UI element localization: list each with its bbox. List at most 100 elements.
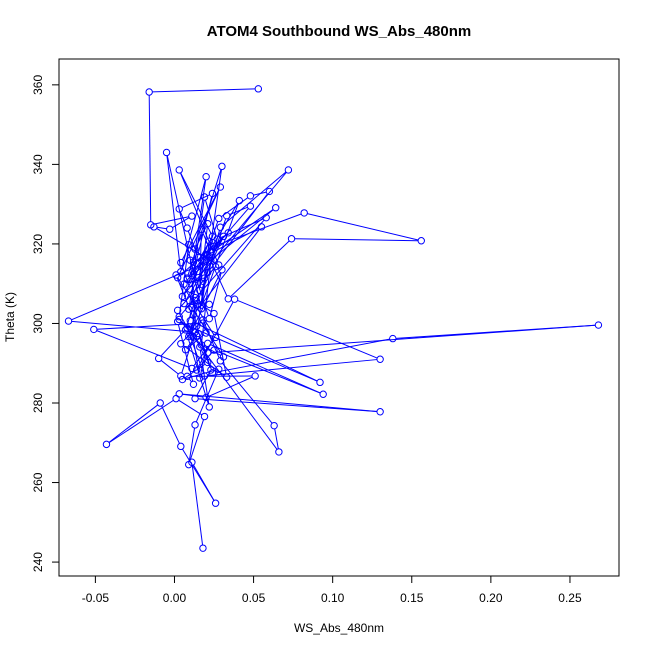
series-line-segment (189, 419, 205, 462)
series-line-segment (157, 226, 167, 230)
data-point (166, 225, 174, 233)
series-line-segment (197, 238, 212, 262)
series-line-segment (195, 229, 260, 313)
series-line-segment (191, 465, 204, 546)
data-point (319, 390, 327, 398)
series-line-segment (148, 95, 152, 222)
data-point (208, 369, 217, 377)
data-point (183, 372, 191, 381)
data-point (147, 221, 155, 229)
data-point (197, 305, 206, 313)
data-point (215, 214, 223, 223)
data-point (199, 544, 207, 552)
series-line-segment (274, 428, 279, 449)
data-point (181, 346, 190, 354)
data-point (216, 183, 225, 191)
data-point (192, 332, 201, 340)
series-line-segment (204, 199, 217, 237)
data-point (222, 373, 231, 381)
series-line-segment (221, 197, 249, 218)
data-point (246, 192, 255, 200)
x-tick-label: 0.25 (558, 591, 582, 605)
data-point (185, 305, 193, 313)
data-point (102, 440, 111, 449)
series-line-segment (194, 218, 227, 312)
data-point (197, 341, 206, 349)
data-point (376, 355, 384, 363)
data-point (191, 293, 199, 302)
data-point (211, 333, 220, 342)
data-point (204, 358, 212, 367)
data-point (162, 148, 171, 157)
series-line-segment (160, 360, 179, 375)
data-point (200, 193, 209, 201)
data-point (205, 300, 213, 309)
data-point (210, 242, 218, 251)
series-line-segment (194, 339, 278, 450)
data-point (175, 390, 183, 398)
data-point (287, 235, 296, 243)
series-line-segment (166, 155, 202, 306)
series-line-segment (208, 376, 253, 397)
series-line-segment (230, 240, 290, 297)
data-point (219, 232, 228, 241)
data-point (199, 319, 207, 327)
series-line-segment (229, 206, 248, 215)
series-line-segment (203, 346, 221, 356)
series-line-segment (200, 349, 207, 360)
data-point (207, 256, 215, 265)
series-line-segment (307, 213, 419, 241)
series-line-segment (215, 338, 390, 373)
data-point (257, 223, 266, 231)
data-point (175, 205, 183, 213)
data-point (204, 268, 212, 277)
series-line-segment (212, 208, 249, 250)
data-point (178, 292, 187, 301)
series-line-segment (216, 350, 321, 394)
data-point (186, 285, 194, 293)
data-point (262, 213, 270, 222)
data-point (177, 340, 185, 348)
series-line-segment (201, 169, 222, 306)
series-line-segment (219, 218, 264, 239)
data-point (189, 311, 198, 319)
series-line-segment (172, 217, 190, 229)
data-point (188, 212, 196, 220)
series-line-segment (181, 194, 210, 209)
data-point (185, 332, 193, 341)
x-tick-label: 0.05 (242, 591, 266, 605)
series-line-segment (108, 404, 159, 443)
data-point (156, 399, 164, 407)
data-point (180, 299, 188, 308)
series-line-segment (193, 196, 213, 271)
data-point (272, 204, 280, 212)
y-tick-label: 260 (31, 472, 45, 492)
data-point (316, 378, 324, 387)
series-line-segment (294, 238, 419, 242)
series-line-segment (178, 399, 203, 416)
data-point (215, 261, 223, 269)
series-line-segment (237, 299, 378, 359)
y-tick-label: 280 (31, 393, 45, 413)
data-point (145, 88, 153, 96)
data-point (154, 354, 163, 363)
data-point (216, 223, 225, 231)
data-point (205, 314, 213, 323)
data-point (64, 317, 73, 325)
series-line-segment (207, 359, 377, 377)
data-point (175, 315, 183, 324)
data-point (191, 421, 199, 429)
data-point (376, 408, 384, 416)
data-point (210, 346, 218, 354)
x-axis: -0.05 0.00 0.05 0.10 0.15 0.20 0.25 (82, 575, 582, 605)
data-point (204, 219, 212, 228)
data-point (90, 325, 98, 334)
data-point (202, 173, 210, 181)
data-point (177, 268, 185, 276)
series-layer (64, 85, 603, 552)
series-line-segment (188, 427, 196, 462)
series-line-segment (187, 230, 198, 255)
series-line-segment (182, 393, 377, 412)
series-line-segment (182, 448, 215, 501)
